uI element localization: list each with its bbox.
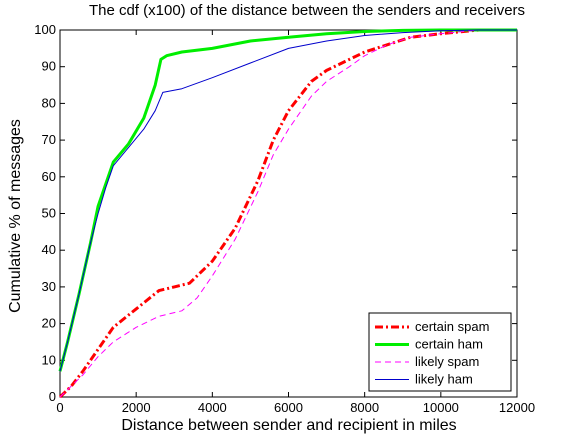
x-tick-label: 2000 — [122, 400, 151, 415]
y-tick-label: 40 — [42, 242, 56, 257]
x-axis-label: Distance between sender and recipient in… — [121, 417, 456, 434]
series-line-likely-spam — [59, 29, 517, 398]
plot-area: 0 2000 4000 6000 8000 10000 12000 0 10 20 30 40 50 60… — [34, 22, 535, 415]
y-tick-label: 20 — [42, 316, 56, 331]
x-tick-label: 10000 — [423, 400, 459, 415]
x-tick-label: 0 — [56, 400, 63, 415]
y-tick-label: 90 — [42, 59, 56, 74]
y-tick-label: 80 — [42, 95, 56, 110]
y-tick-label: 60 — [42, 169, 56, 184]
series-line-likely-ham — [59, 29, 517, 372]
x-tick-label: 12000 — [499, 400, 535, 415]
x-tick-label: 8000 — [350, 400, 379, 415]
y-tick-label: 10 — [42, 352, 56, 367]
legend-label: likely ham — [415, 372, 473, 387]
chart-title: The cdf (x100) of the distance between t… — [89, 2, 525, 19]
legend-label: likely spam — [415, 354, 479, 369]
y-tick-label: 70 — [42, 132, 56, 147]
y-tick-label: 50 — [42, 206, 56, 221]
x-tick-label: 4000 — [198, 400, 227, 415]
y-tick-label: 100 — [34, 22, 56, 37]
series-line-certain-ham — [58, 28, 517, 372]
y-tick-label: 0 — [49, 389, 56, 404]
x-tick-label: 6000 — [274, 400, 303, 415]
legend-label: certain ham — [415, 337, 483, 352]
y-axis-label: Cumulative % of messages — [7, 119, 24, 313]
legend-label: certain spam — [415, 319, 489, 334]
y-tick-label: 30 — [42, 279, 56, 294]
